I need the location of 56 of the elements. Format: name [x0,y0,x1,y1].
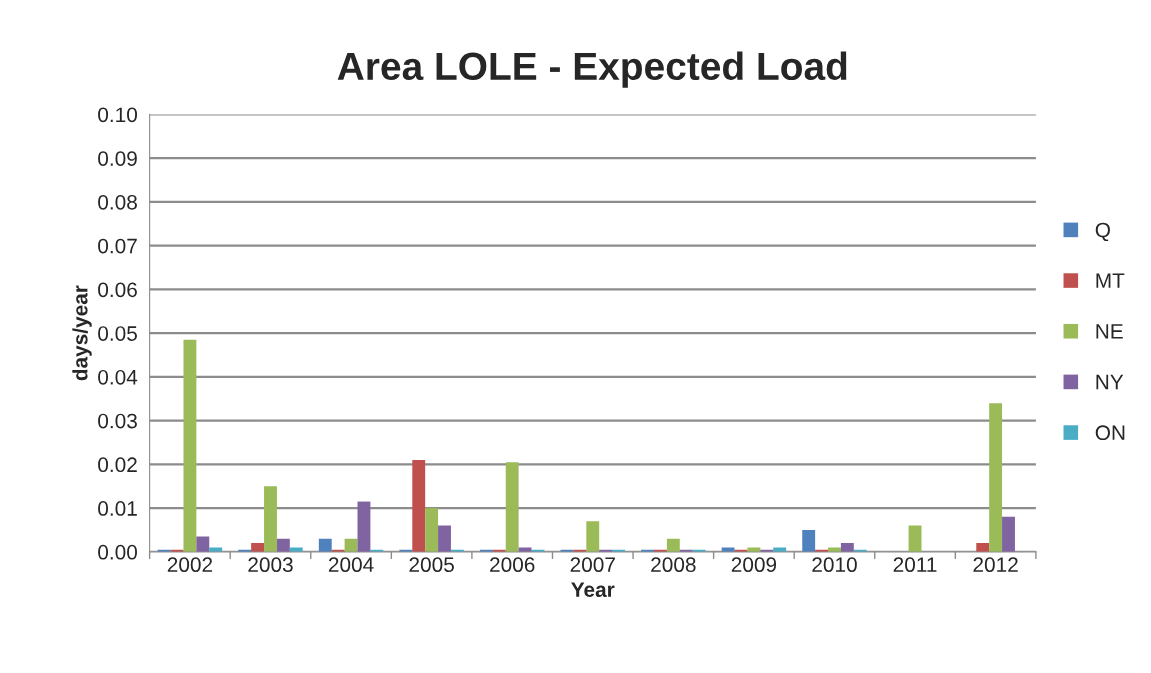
legend-label: NE [1096,324,1123,339]
bar [209,547,223,552]
x-tick-label: 2004 [328,557,374,573]
bar [773,547,787,552]
y-tick-label: 0.08 [98,194,137,210]
bar [802,529,816,552]
y-tick-label: 0.05 [98,326,137,341]
y-tick-label: 0.01 [98,501,137,516]
y-tick-label: 0.03 [98,413,137,429]
x-tick-label: 2002 [167,557,213,573]
x-tick-label: 2007 [570,557,615,573]
bar [1002,516,1015,552]
bar [318,538,332,552]
x-tick-label: 2010 [812,557,857,573]
bar [586,521,600,552]
x-tick-label: 2008 [651,557,696,573]
bar [976,543,990,552]
bar [357,501,371,552]
y-tick-label: 0.02 [98,457,137,473]
x-tick-label: 2003 [248,557,293,573]
bar [747,547,761,552]
x-axis-title: Year [571,582,615,597]
legend-label: Q [1095,222,1110,242]
legend-label: MT [1096,273,1125,288]
legend-label: NY [1096,374,1124,390]
bar [518,547,532,552]
x-tick-label: 2011 [893,557,937,573]
bar [840,543,854,552]
bar [289,547,303,552]
bar [196,536,210,552]
bar [276,538,290,552]
x-tick-label: 2012 [973,557,1018,573]
x-tick-label: 2006 [490,557,535,573]
bar [264,486,277,552]
bar [828,547,841,552]
y-tick-label: 0.09 [98,151,137,166]
bar [989,403,1003,552]
bar [344,538,358,552]
bar [251,543,265,552]
bar [438,525,451,552]
y-tick-label: 0.10 [98,107,138,123]
y-tick-label: 0.04 [98,369,138,385]
y-tick-label: 0.07 [98,238,137,254]
x-tick-label: 2005 [409,557,454,573]
bar [183,339,197,552]
y-tick-label: 0.00 [98,544,138,560]
bar [721,547,735,552]
bar [505,462,519,552]
bar [412,460,426,552]
chart-title: Area LOLE - Expected Load [337,51,847,88]
y-axis-title: days/year [72,285,92,381]
y-tick-label: 0.06 [98,282,137,298]
bar [666,538,680,552]
x-tick-label: 2009 [731,557,777,573]
legend-label: ON [1095,425,1125,441]
bar [425,508,439,552]
